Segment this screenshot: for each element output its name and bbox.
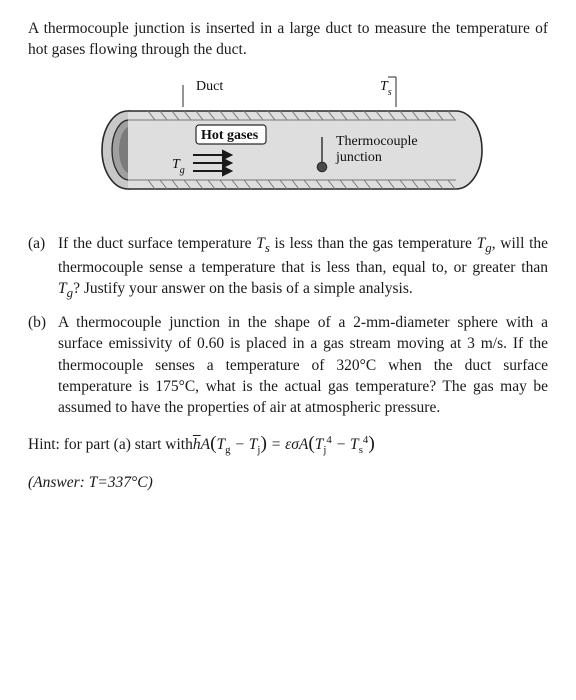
part-a-text: If the duct surface temperature Ts is le… (58, 233, 548, 302)
part-b-label: (b) (28, 312, 58, 419)
intro-paragraph: A thermocouple junction is inserted in a… (28, 18, 548, 61)
duct-body (128, 111, 482, 189)
label-thermocouple: Thermocouple (336, 134, 418, 149)
part-b-text: A thermocouple junction in the shape of … (58, 312, 548, 419)
label-duct: Duct (196, 79, 223, 94)
flow-arrows (193, 151, 231, 175)
answer-line: (Answer: T=337°C) (28, 472, 548, 493)
figure-container: Duct Ts Hot gases Thermocouple junction … (28, 75, 548, 215)
duct-figure: Duct Ts Hot gases Thermocouple junction … (78, 75, 498, 215)
hint-equation: hA(Tg − Tj) = εσA(Tj4 − Ts4) (193, 431, 375, 458)
problem-parts: (a) If the duct surface temperature Ts i… (28, 233, 548, 419)
part-a-label: (a) (28, 233, 58, 302)
hint-line: Hint: for part (a) start with hA(Tg − Tj… (28, 431, 548, 458)
part-b: (b) A thermocouple junction in the shape… (28, 312, 548, 419)
label-junction: junction (335, 150, 382, 165)
label-ts: Ts (380, 79, 392, 98)
part-a: (a) If the duct surface temperature Ts i… (28, 233, 548, 302)
label-hot-gases: Hot gases (201, 128, 259, 143)
junction-sphere (317, 162, 327, 172)
hint-prefix: Hint: for part (a) start with (28, 434, 193, 455)
